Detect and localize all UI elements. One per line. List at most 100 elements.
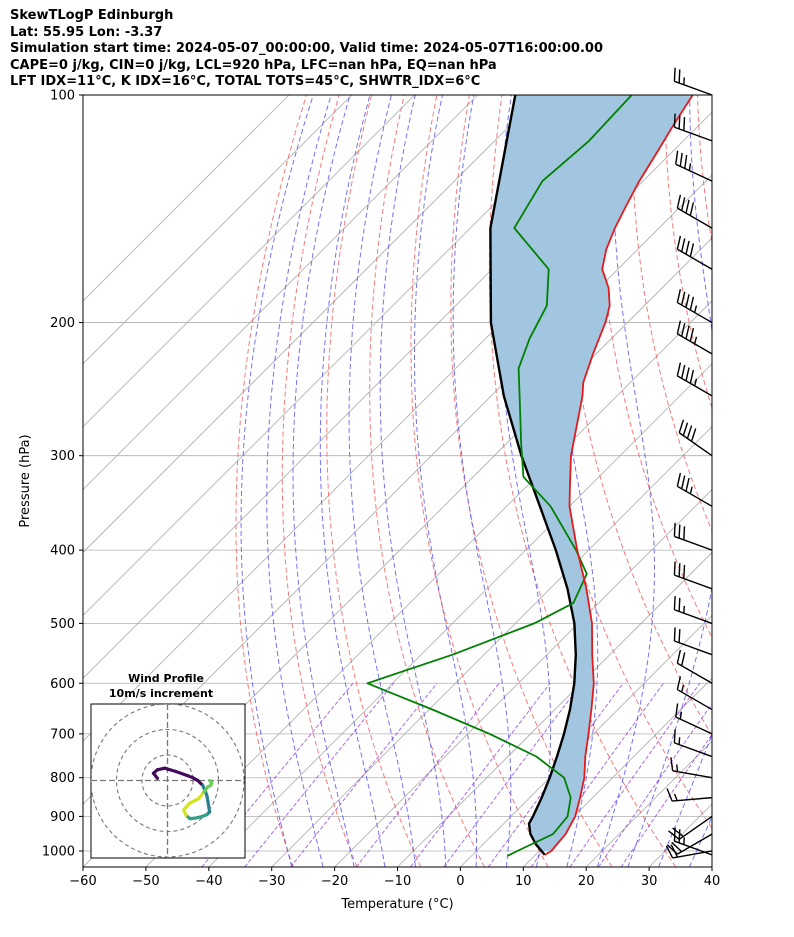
barb-flag — [689, 327, 695, 342]
chart-header: SkewTLogP Edinburgh Lat: 55.95 Lon: -3.3… — [10, 8, 603, 91]
location-line: Lat: 55.95 Lon: -3.37 — [10, 24, 163, 40]
barb-flag — [681, 238, 686, 252]
hodograph-title: Wind Profile — [128, 672, 204, 685]
parcel-line — [489, 95, 577, 856]
barb-flag — [670, 757, 674, 771]
barb-flag — [681, 291, 686, 306]
moist-adiabat — [319, 95, 386, 867]
barb-half-flag — [694, 305, 698, 313]
barb-shaft — [672, 770, 713, 779]
x-tick-label: −40 — [195, 874, 222, 889]
mixing-ratio-line — [530, 683, 664, 867]
barb-flag — [676, 676, 682, 690]
wind-barb — [675, 703, 713, 735]
barb-flag — [673, 627, 676, 642]
barb-flag — [673, 561, 676, 576]
wind-barb — [676, 289, 713, 324]
hodograph-segment — [174, 769, 189, 778]
hodograph: Wind Profile 10m/s increment — [90, 672, 246, 859]
barb-shaft — [674, 609, 713, 625]
barb-flag — [684, 154, 688, 169]
barb-half-flag — [683, 77, 686, 85]
barb-flag — [685, 199, 690, 214]
dry-adiabat — [631, 95, 712, 532]
mixing-ratio-line — [290, 682, 438, 867]
x-tick-label: 0 — [456, 874, 464, 889]
barb-flag — [682, 422, 689, 436]
y-tick-label: 600 — [50, 677, 75, 692]
barb-half-flag — [683, 837, 686, 845]
wind-barb — [676, 472, 713, 507]
barb-flag — [681, 364, 686, 379]
barb-flag — [678, 524, 681, 539]
cape-shaded-area — [490, 95, 693, 851]
barb-flag — [673, 113, 676, 128]
wind-barb — [678, 419, 713, 457]
dry-adiabat — [410, 95, 549, 867]
axes: −60 −50 −40 −30 −20 −10 0 10 20 30 40 100 200 300 400 5… — [18, 89, 720, 913]
barb-flag — [685, 240, 690, 255]
barb-flag — [679, 152, 683, 167]
barb-shaft — [677, 662, 713, 684]
dry-adiabat — [281, 95, 358, 867]
y-tick-label: 800 — [50, 771, 75, 786]
mixing-ratio-line — [355, 682, 500, 867]
y-axis-label: Pressure (hPa) — [18, 434, 33, 527]
barb-flag — [681, 652, 686, 666]
barb-flag — [681, 322, 686, 337]
hodograph-segment — [188, 796, 201, 805]
x-tick-label: −10 — [384, 874, 411, 889]
y-tick-label: 700 — [50, 727, 75, 742]
wind-barb — [668, 815, 713, 840]
mixing-ratio-line — [569, 683, 701, 867]
barb-half-flag — [673, 793, 678, 801]
barb-shaft — [674, 80, 713, 96]
barb-flag — [676, 320, 682, 335]
x-tick-label: 20 — [578, 874, 595, 889]
moist-adiabat — [379, 95, 447, 867]
mixing-ratio-line — [244, 682, 394, 867]
y-tick-label: 500 — [50, 617, 75, 632]
barb-flag — [686, 425, 693, 439]
mixing-ratio-line — [409, 682, 551, 867]
barb-flag — [685, 477, 690, 492]
wind-barb — [676, 194, 713, 229]
barb-flag — [685, 367, 690, 381]
wind-barb — [673, 627, 713, 656]
x-tick-label: −20 — [321, 874, 348, 889]
mixing-ratio-line — [443, 682, 582, 867]
y-tick-label: 100 — [50, 89, 75, 104]
barb-shaft — [677, 688, 713, 711]
barb-shaft — [677, 207, 713, 229]
wind-barb — [673, 113, 713, 142]
barb-shaft — [677, 485, 713, 507]
barb-flag — [675, 150, 679, 165]
y-tick-label: 400 — [50, 544, 75, 559]
dry-adiabat — [450, 95, 613, 867]
barb-shaft — [672, 796, 713, 802]
barb-flag — [689, 369, 695, 384]
hodograph-segment — [205, 793, 211, 807]
moist-adiabat — [596, 95, 655, 867]
barb-flag — [678, 829, 681, 843]
barb-shaft — [675, 716, 713, 735]
barb-flag — [678, 597, 681, 612]
hodograph-subtitle: 10m/s increment — [109, 687, 213, 700]
wind-barb — [670, 757, 713, 779]
barb-shaft — [677, 833, 713, 855]
dewpoint-line — [366, 95, 633, 857]
cape-shade-layer — [490, 95, 693, 851]
indices-line-2: LFT IDX=11°C, K IDX=16°C, TOTAL TOTS=45°… — [10, 74, 481, 89]
barb-flag — [683, 117, 686, 131]
moist-adiabat — [240, 95, 314, 867]
wind-barb — [666, 833, 713, 855]
isotherm-line — [83, 95, 541, 554]
isotherm-line — [83, 95, 290, 302]
hodograph-plot — [91, 704, 245, 858]
barb-shaft — [674, 574, 713, 590]
y-tick-label: 300 — [50, 449, 75, 464]
barb-flag — [689, 296, 695, 311]
barb-flag — [681, 197, 686, 211]
x-tick-label: −30 — [258, 874, 285, 889]
wind-barb — [676, 649, 713, 684]
